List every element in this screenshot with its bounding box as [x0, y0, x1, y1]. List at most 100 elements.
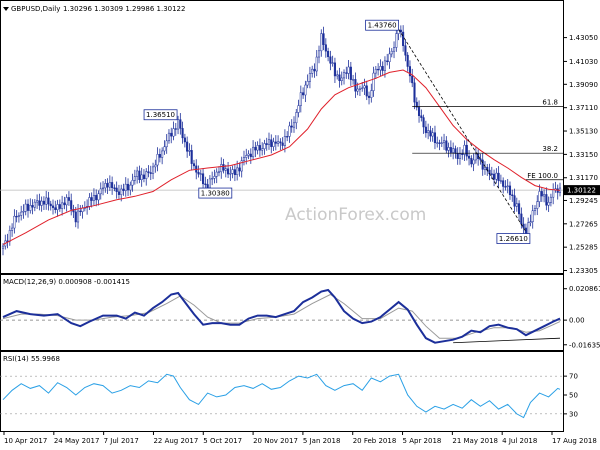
x-axis: 10 Apr 2017 24 May 2017 7 Jul 2017 22 Aug 2…: [3, 432, 597, 445]
candles: [1, 25, 562, 256]
candle-body: [302, 92, 305, 96]
candle-body: [429, 130, 432, 137]
candle-body: [49, 203, 52, 207]
candle-body: [117, 191, 120, 195]
rsi-line: [2, 373, 561, 419]
candle-body: [456, 153, 459, 159]
price-tick-label: 1.27265: [569, 220, 598, 228]
candle-body: [258, 145, 261, 151]
candle-body: [281, 142, 284, 146]
candle-body: [292, 122, 296, 128]
candle-body: [265, 143, 268, 145]
candle-body: [320, 33, 323, 52]
candle-body: [111, 182, 114, 189]
candle-body: [126, 183, 130, 191]
candle-body: [56, 204, 59, 210]
rsi-tick-label: 30: [569, 410, 578, 418]
candle-body: [154, 164, 157, 168]
candle-body: [497, 172, 500, 181]
candle-body: [42, 200, 45, 205]
candle-body: [45, 197, 48, 205]
candle-body: [249, 153, 252, 158]
candle-body: [11, 227, 14, 231]
candle-body: [120, 188, 123, 195]
price-axis: 1.43050 1.41030 1.39090 1.37110 1.35130 1.331…: [563, 34, 600, 275]
candle-body: [149, 172, 152, 174]
x-tick-label: 17 Aug 2018: [552, 437, 597, 445]
candle-body: [242, 157, 246, 161]
candle-body: [420, 115, 423, 118]
candle-body: [422, 117, 425, 128]
candle-body: [533, 208, 537, 211]
price-annotation-label: 1.43760: [368, 22, 397, 30]
candle-body: [388, 53, 391, 63]
candle-body: [454, 148, 457, 154]
candle-body: [381, 66, 384, 71]
candle-body: [213, 176, 216, 179]
candle-body: [327, 50, 330, 58]
candle-body: [17, 215, 20, 217]
candle-body: [13, 215, 16, 229]
candle-body: [465, 144, 468, 157]
candle-body: [386, 60, 389, 63]
candle-body: [452, 148, 455, 153]
candle-body: [115, 187, 118, 192]
candle-body: [54, 207, 57, 210]
candle-body: [274, 141, 277, 144]
candle-body: [365, 85, 368, 97]
candle-body: [440, 142, 443, 144]
x-tick-label: 7 Jul 2017: [104, 437, 139, 445]
candle-body: [252, 146, 255, 158]
candle-body: [504, 186, 507, 188]
candle-body: [206, 184, 209, 189]
candle-body: [406, 54, 409, 67]
candle-body: [122, 188, 125, 191]
candle-body: [352, 79, 355, 81]
candle-body: [151, 166, 155, 174]
candle-body: [431, 132, 434, 137]
x-tick-label: 10 Apr 2017: [4, 437, 47, 445]
candle-body: [415, 101, 418, 108]
candle-body: [231, 169, 234, 174]
candle-body: [479, 158, 482, 161]
candle-body: [145, 171, 148, 179]
candle-body: [367, 95, 371, 98]
candle-body: [306, 81, 309, 86]
candle-body: [522, 223, 525, 229]
candle-body: [481, 159, 484, 170]
price-tick-label: 1.31170: [569, 174, 598, 182]
candle-body: [142, 174, 146, 179]
candle-body: [170, 132, 173, 137]
candle-body: [543, 194, 546, 197]
candle-body: [392, 47, 396, 52]
macd-series: [2, 288, 561, 344]
candle-body: [20, 211, 23, 216]
annotations: 1.43760 1.36510 1.30380 1.26610: [143, 19, 531, 244]
fib-level-label: 38.2: [542, 145, 558, 153]
candle-body: [286, 136, 289, 138]
candle-body: [22, 210, 25, 213]
candle-body: [215, 171, 218, 177]
candle-body: [113, 187, 116, 189]
candle-body: [76, 210, 80, 223]
candle-body: [531, 210, 534, 222]
candle-body: [199, 173, 202, 175]
candle-body: [90, 197, 93, 201]
candle-body: [379, 66, 382, 71]
candle-body: [295, 112, 298, 124]
price-panel: [0, 0, 564, 274]
candle-body: [233, 169, 236, 175]
candle-body: [338, 74, 341, 82]
x-tick-label: 20 Feb 2018: [353, 437, 397, 445]
overlays: 61.8 38.2 FE 100.0: [2, 29, 563, 344]
price-tick-label: 1.39090: [569, 81, 598, 89]
candle-body: [65, 197, 68, 206]
candle-body: [474, 153, 477, 161]
candle-body: [26, 203, 30, 211]
candle-body: [245, 155, 248, 158]
candle-body: [38, 200, 41, 206]
candle-body: [395, 33, 398, 48]
candle-body: [70, 200, 73, 210]
